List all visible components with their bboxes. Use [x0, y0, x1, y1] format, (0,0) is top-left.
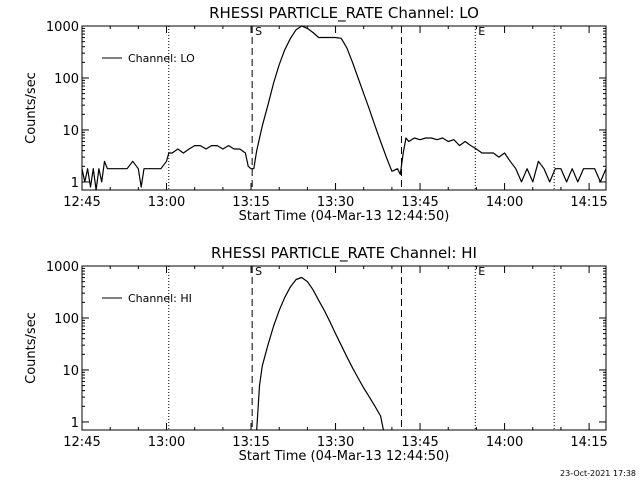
x-axis-label: Start Time (04-Mar-13 12:44:50): [239, 449, 450, 464]
x-tick-label: 14:00: [486, 435, 523, 450]
x-tick-label: 14:15: [570, 195, 607, 210]
y-axis-label: Counts/sec: [24, 312, 39, 384]
x-tick-label: 13:45: [401, 195, 438, 210]
x-tick-label: 13:30: [317, 435, 354, 450]
x-tick-label: 12:45: [63, 435, 100, 450]
y-tick-label: 10: [62, 124, 79, 139]
marker-label: S: [255, 25, 262, 38]
y-tick-label: 1000: [46, 260, 79, 275]
y-axis-label: Counts/sec: [24, 72, 39, 144]
y-tick-label: 1: [71, 416, 79, 431]
marker-label: S: [255, 265, 262, 278]
footer-date: 23-Oct-2021 17:38: [560, 469, 636, 478]
y-tick-label: 1000: [46, 20, 79, 35]
plot-frame: [81, 265, 607, 431]
x-tick-label: 13:15: [232, 435, 269, 450]
y-tick-label: 100: [54, 312, 79, 327]
plot-frame: [81, 25, 607, 191]
marker-label: E: [478, 265, 485, 278]
x-tick-label: 14:00: [486, 195, 523, 210]
x-tick-label: 13:15: [232, 195, 269, 210]
legend-label: Channel: LO: [128, 52, 195, 65]
x-tick-label: 13:00: [148, 435, 185, 450]
y-tick-label: 100: [54, 72, 79, 87]
chart-title: RHESSI PARTICLE_RATE Channel: LO: [209, 4, 479, 23]
x-tick-label: 12:45: [63, 195, 100, 210]
chart-title: RHESSI PARTICLE_RATE Channel: HI: [211, 244, 477, 263]
x-tick-label: 13:30: [317, 195, 354, 210]
chart-panel-0: RHESSI PARTICLE_RATE Channel: LO 12:45 13:…: [24, 4, 608, 224]
series-line: [81, 25, 607, 191]
marker-label: E: [478, 25, 485, 38]
series-line: [256, 276, 384, 431]
x-axis-label: Start Time (04-Mar-13 12:44:50): [239, 209, 450, 224]
x-tick-label: 14:15: [570, 435, 607, 450]
y-tick-label: 10: [62, 364, 79, 379]
y-tick-label: 1: [71, 176, 79, 191]
chart-panel-1: RHESSI PARTICLE_RATE Channel: HI 12:45 13:…: [24, 244, 608, 464]
x-tick-label: 13:00: [148, 195, 185, 210]
legend-label: Channel: HI: [128, 292, 192, 305]
x-tick-label: 13:45: [401, 435, 438, 450]
